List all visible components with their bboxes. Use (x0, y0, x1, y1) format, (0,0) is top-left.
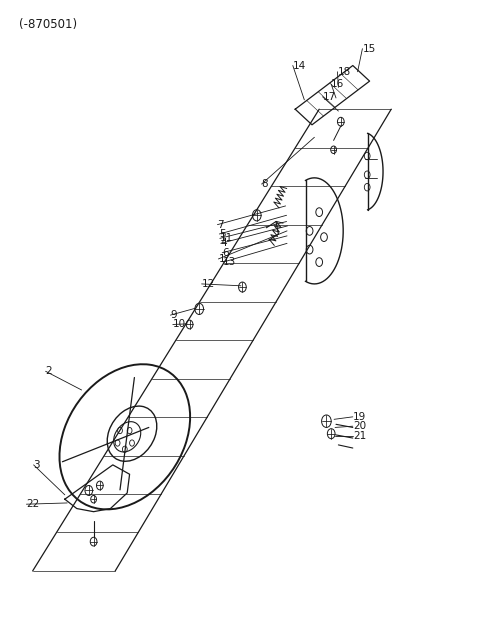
Text: (-870501): (-870501) (19, 19, 77, 31)
Text: 21: 21 (353, 431, 366, 441)
Text: 10: 10 (173, 319, 186, 329)
Text: 20: 20 (353, 421, 366, 431)
Text: 18: 18 (337, 67, 351, 77)
Text: 11: 11 (220, 233, 233, 243)
Text: 22: 22 (26, 499, 40, 509)
Text: 13: 13 (223, 257, 237, 267)
Text: 1: 1 (218, 254, 225, 264)
Text: 16: 16 (331, 79, 345, 89)
Text: 4: 4 (221, 238, 228, 248)
Text: 7: 7 (217, 220, 224, 230)
Text: 6: 6 (222, 248, 229, 258)
Text: 12: 12 (202, 279, 215, 289)
Text: 19: 19 (353, 412, 366, 422)
Text: 8: 8 (262, 179, 268, 189)
Text: 2: 2 (46, 366, 52, 376)
Text: 9: 9 (170, 310, 177, 320)
Text: 3: 3 (34, 460, 40, 470)
Text: 5: 5 (219, 229, 226, 239)
Text: 15: 15 (362, 44, 376, 54)
Text: 14: 14 (293, 61, 306, 71)
Text: 17: 17 (323, 92, 336, 102)
